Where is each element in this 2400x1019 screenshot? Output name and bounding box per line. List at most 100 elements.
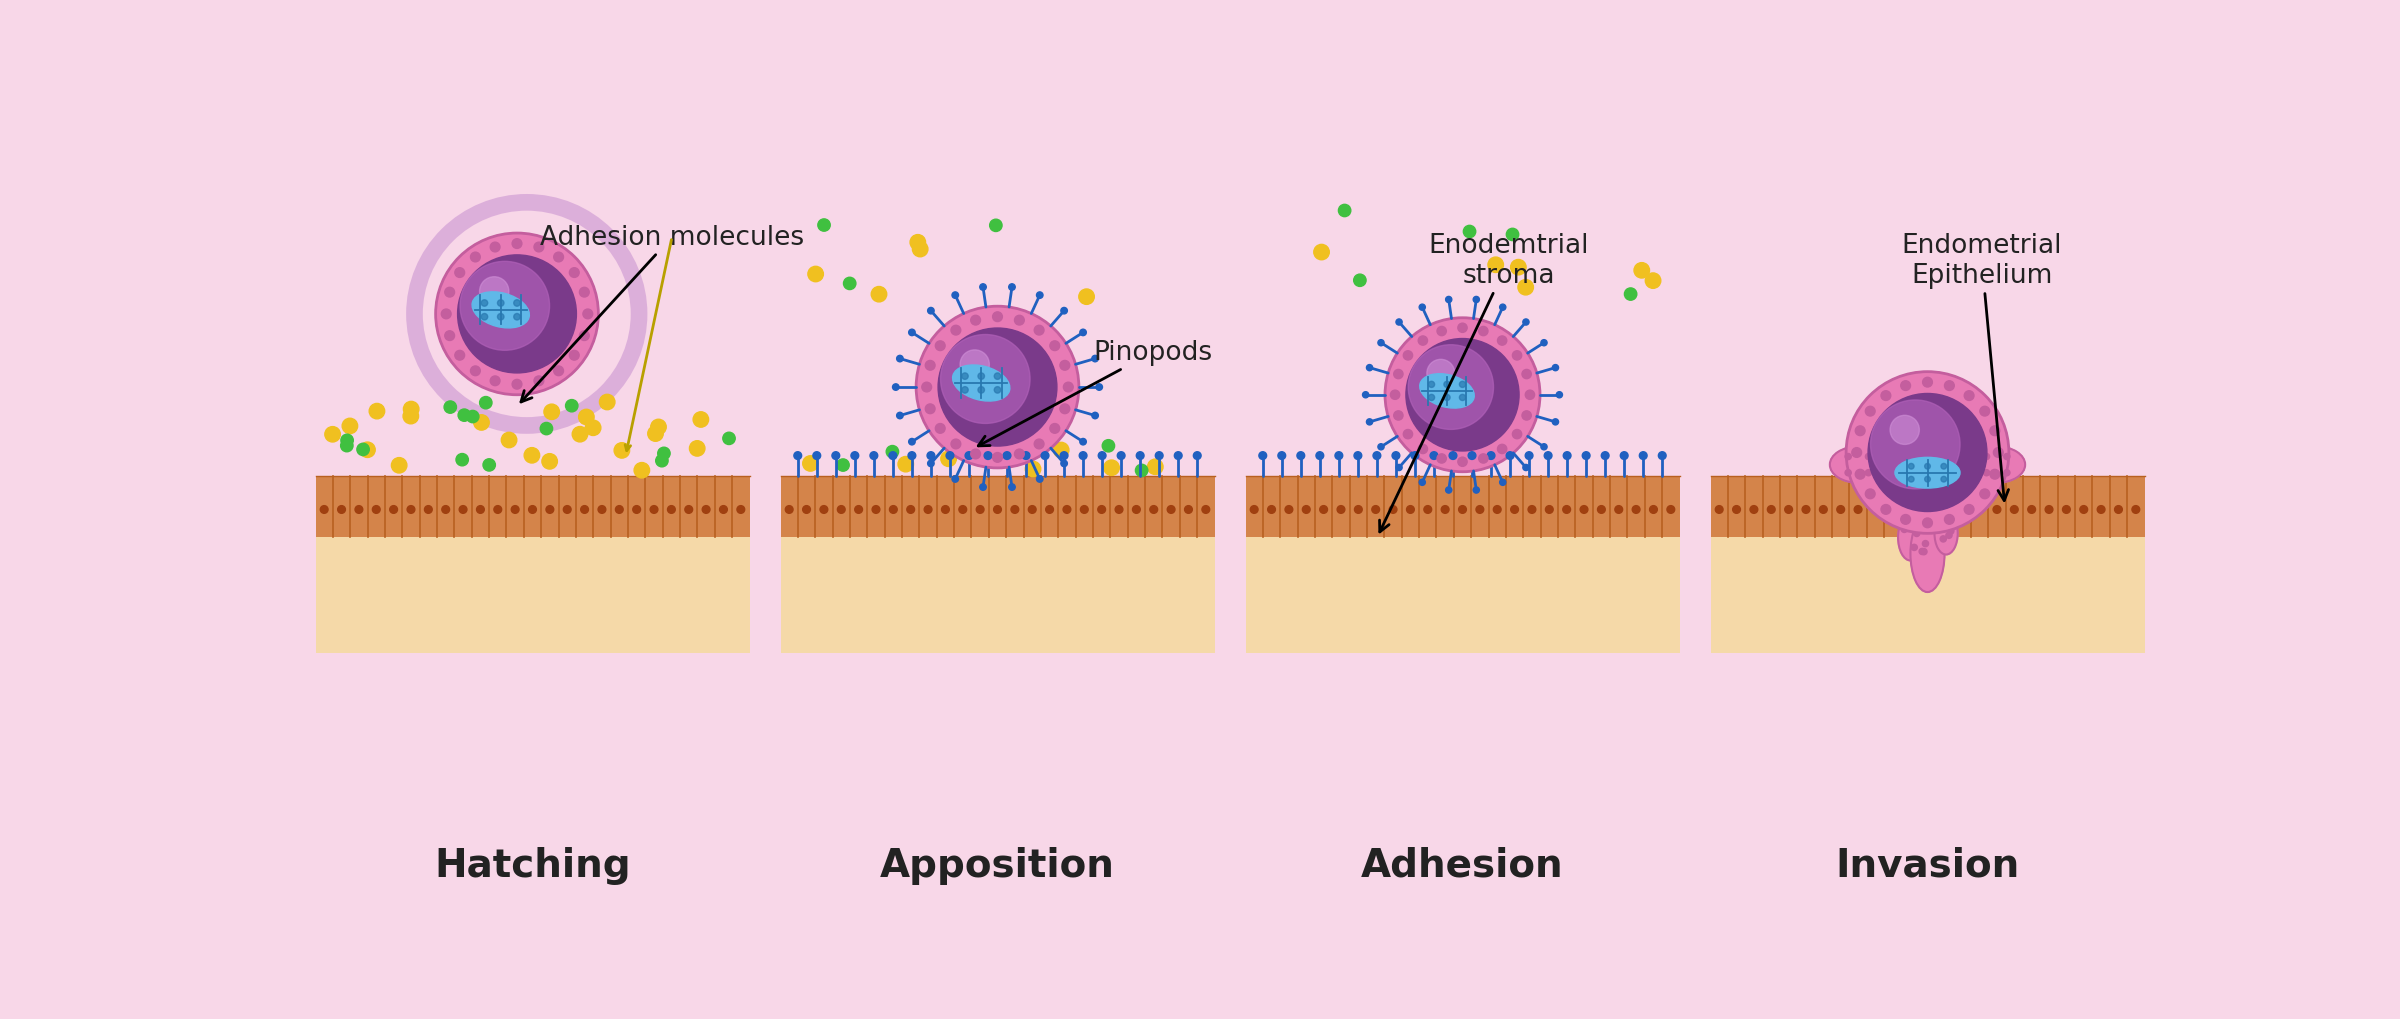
Circle shape <box>1750 506 1757 514</box>
Circle shape <box>854 506 862 514</box>
Circle shape <box>1097 506 1106 514</box>
Circle shape <box>578 288 590 298</box>
Circle shape <box>1913 531 1920 537</box>
Circle shape <box>1049 341 1061 352</box>
Circle shape <box>1459 395 1466 401</box>
Circle shape <box>1046 506 1054 514</box>
Ellipse shape <box>1829 447 1886 483</box>
Circle shape <box>511 506 518 514</box>
Circle shape <box>1990 470 1999 480</box>
Circle shape <box>1562 452 1572 460</box>
Circle shape <box>1846 454 1850 461</box>
Circle shape <box>1944 381 1954 391</box>
Circle shape <box>910 235 926 251</box>
Circle shape <box>1315 452 1325 460</box>
Circle shape <box>1925 506 1932 514</box>
Circle shape <box>941 451 955 467</box>
Circle shape <box>1541 340 1548 346</box>
Circle shape <box>962 387 967 393</box>
Circle shape <box>1250 506 1258 514</box>
Circle shape <box>1920 549 1927 555</box>
Circle shape <box>1063 506 1070 514</box>
Circle shape <box>938 329 1056 446</box>
Circle shape <box>1488 258 1502 273</box>
Circle shape <box>1363 392 1368 398</box>
Circle shape <box>1092 413 1099 420</box>
Circle shape <box>970 449 982 460</box>
Circle shape <box>1920 549 1925 555</box>
Circle shape <box>578 331 590 341</box>
Circle shape <box>989 220 1003 232</box>
Circle shape <box>1867 394 1987 512</box>
Circle shape <box>1154 452 1164 460</box>
Ellipse shape <box>1898 515 1922 560</box>
Circle shape <box>1015 316 1025 326</box>
Circle shape <box>1646 274 1661 289</box>
Circle shape <box>1334 452 1342 460</box>
Circle shape <box>456 352 466 361</box>
Circle shape <box>458 256 576 374</box>
Circle shape <box>1133 506 1140 514</box>
Circle shape <box>838 460 850 472</box>
Circle shape <box>1982 470 1990 476</box>
Circle shape <box>1524 320 1529 326</box>
Circle shape <box>1802 506 1810 514</box>
Circle shape <box>1061 361 1070 371</box>
Circle shape <box>1908 464 1915 470</box>
Circle shape <box>1942 506 1949 514</box>
Circle shape <box>564 506 571 514</box>
Circle shape <box>1320 506 1327 514</box>
Circle shape <box>2004 470 2009 476</box>
Circle shape <box>1080 452 1087 460</box>
Circle shape <box>1397 320 1402 326</box>
Circle shape <box>1632 506 1639 514</box>
Circle shape <box>852 452 859 460</box>
Circle shape <box>1037 476 1044 483</box>
Circle shape <box>1925 464 1930 470</box>
Circle shape <box>1853 448 1862 458</box>
Circle shape <box>1378 444 1385 450</box>
Circle shape <box>442 506 449 514</box>
Circle shape <box>458 506 468 514</box>
Circle shape <box>1615 506 1622 514</box>
Circle shape <box>737 506 744 514</box>
Circle shape <box>960 506 967 514</box>
Circle shape <box>1512 430 1522 439</box>
Bar <box>1246 538 1680 653</box>
Circle shape <box>1354 275 1366 287</box>
Circle shape <box>1010 506 1018 514</box>
Circle shape <box>1445 487 1452 493</box>
Circle shape <box>802 457 818 472</box>
Circle shape <box>1034 439 1044 449</box>
Circle shape <box>994 453 1003 463</box>
Circle shape <box>545 506 554 514</box>
Circle shape <box>1186 506 1193 514</box>
Circle shape <box>1865 489 1874 499</box>
Circle shape <box>2098 506 2105 514</box>
Circle shape <box>1474 487 1478 493</box>
Text: Enodemtrial
stroma: Enodemtrial stroma <box>1380 232 1589 532</box>
Circle shape <box>1872 506 1879 514</box>
Circle shape <box>581 506 588 514</box>
Circle shape <box>1500 305 1505 311</box>
Circle shape <box>1260 452 1267 460</box>
Circle shape <box>917 307 1080 469</box>
Circle shape <box>1054 443 1068 459</box>
Circle shape <box>514 301 521 307</box>
Circle shape <box>1922 519 1932 528</box>
Circle shape <box>979 284 986 291</box>
Bar <box>1711 476 2146 538</box>
Circle shape <box>888 452 898 460</box>
Circle shape <box>1507 229 1519 242</box>
Circle shape <box>1649 506 1658 514</box>
Circle shape <box>1411 452 1418 460</box>
Circle shape <box>703 506 710 514</box>
Circle shape <box>533 243 545 253</box>
Circle shape <box>1277 452 1286 460</box>
Circle shape <box>470 367 480 376</box>
Circle shape <box>391 459 408 474</box>
Circle shape <box>614 443 629 459</box>
Circle shape <box>1409 345 1493 430</box>
Circle shape <box>1015 449 1025 460</box>
Circle shape <box>926 361 936 371</box>
